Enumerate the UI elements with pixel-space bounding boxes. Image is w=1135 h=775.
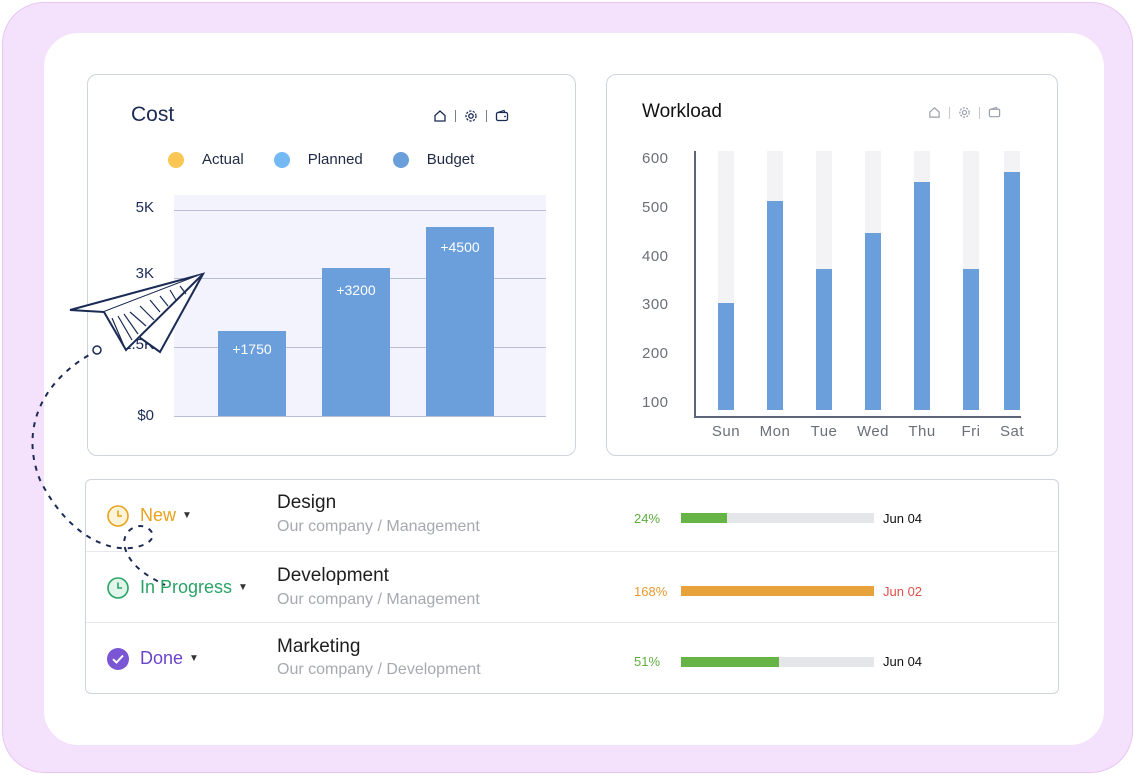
task-list: New ▼ Design Our company / Management 24… xyxy=(85,479,1059,694)
y-axis-line xyxy=(694,151,696,417)
task-row[interactable]: In Progress ▼ Development Our company / … xyxy=(86,551,1057,623)
status-dropdown[interactable]: New ▼ xyxy=(106,480,192,551)
workload-bar xyxy=(1004,171,1020,410)
legend-item-budget: Budget xyxy=(392,151,475,168)
due-date: Jun 04 xyxy=(883,654,923,669)
x-tick-label: Tue xyxy=(810,423,838,440)
status-label: In Progress xyxy=(140,577,233,597)
x-tick-label: Sat xyxy=(999,423,1024,440)
toolbar-separator xyxy=(486,110,487,122)
workload-bar xyxy=(718,303,734,410)
gear-icon[interactable] xyxy=(958,106,971,119)
clock-icon xyxy=(106,576,130,600)
task-subtitle: Our company / Management xyxy=(277,591,480,608)
progress-percent: 168% xyxy=(634,584,668,599)
progress-percent: 51% xyxy=(634,654,661,669)
progress-bar xyxy=(681,586,874,596)
gridline xyxy=(174,210,546,211)
y-tick-label: 5K xyxy=(135,199,154,216)
y-tick-label: 500 xyxy=(642,199,669,216)
home-icon[interactable] xyxy=(433,109,447,123)
caret-down-icon: ▼ xyxy=(182,510,192,521)
x-tick-label: Fri xyxy=(961,423,981,440)
caret-down-icon: ▼ xyxy=(189,653,199,664)
check-circle-icon xyxy=(106,647,130,671)
task-title: Marketing xyxy=(277,636,361,657)
toolbar-separator xyxy=(979,106,980,119)
y-tick-label: 200 xyxy=(642,345,669,362)
cost-card: Cost Actual Planned Budget 5K 3K 1.5K $0… xyxy=(87,74,576,456)
gear-icon[interactable] xyxy=(464,109,478,123)
legend-item-actual: Actual xyxy=(168,151,244,168)
legend-dot xyxy=(273,151,290,168)
x-tick-label: Wed xyxy=(856,423,890,440)
workload-title: Workload xyxy=(642,101,722,122)
cost-legend: Actual Planned Budget xyxy=(168,151,504,168)
progress-bar xyxy=(681,657,874,667)
cost-bar xyxy=(218,331,286,416)
wallet-icon[interactable] xyxy=(495,109,509,123)
legend-label: Actual xyxy=(202,151,244,168)
y-tick-label: 100 xyxy=(642,394,669,411)
workload-toolbar xyxy=(928,106,1001,119)
bar-data-label: +3200 xyxy=(336,282,376,298)
cost-bar xyxy=(426,227,494,416)
status-label: New xyxy=(140,505,177,525)
legend-label: Budget xyxy=(426,151,475,168)
due-date: Jun 02 xyxy=(883,584,923,599)
progress-fill xyxy=(681,513,728,523)
legend-label: Planned xyxy=(307,151,363,168)
progress-fill xyxy=(681,657,780,667)
progress-percent: 24% xyxy=(634,511,661,526)
x-tick-label: Thu xyxy=(908,423,936,440)
toolbar-separator xyxy=(949,106,950,119)
y-tick-label: 600 xyxy=(642,150,669,167)
y-tick-label: 300 xyxy=(642,296,669,313)
x-tick-label: Sun xyxy=(711,423,741,440)
x-tick-label: Mon xyxy=(759,423,791,440)
due-date: Jun 04 xyxy=(883,511,923,526)
toolbar-separator xyxy=(455,110,456,122)
workload-bar xyxy=(816,269,832,410)
y-tick-label: $0 xyxy=(137,407,154,424)
y-tick-label: 1.5K xyxy=(123,336,154,353)
y-tick-label: 400 xyxy=(642,248,669,265)
cost-bar xyxy=(322,268,390,416)
task-row[interactable]: Done ▼ Marketing Our company / Developme… xyxy=(86,622,1057,694)
bar-data-label: +4500 xyxy=(440,239,480,255)
workload-card: Workload 600 500 400 300 200 100 Sun Mon T… xyxy=(606,74,1058,456)
caret-down-icon: ▼ xyxy=(238,582,248,593)
workload-bar xyxy=(767,201,783,410)
status-dropdown[interactable]: Done ▼ xyxy=(106,623,199,694)
bar-data-label: +1750 xyxy=(232,341,272,357)
task-subtitle: Our company / Management xyxy=(277,518,480,535)
legend-dot xyxy=(168,151,184,168)
wallet-icon[interactable] xyxy=(988,106,1001,119)
clock-icon xyxy=(106,504,130,528)
progress-fill xyxy=(681,586,874,596)
task-row[interactable]: New ▼ Design Our company / Management 24… xyxy=(86,480,1057,551)
workload-bar xyxy=(963,269,979,410)
y-tick-label: 3K xyxy=(135,265,154,282)
progress-bar xyxy=(681,513,874,523)
task-title: Design xyxy=(277,492,337,513)
workload-bar xyxy=(914,181,930,410)
legend-dot xyxy=(392,151,409,168)
legend-item-planned: Planned xyxy=(273,151,363,168)
cost-title: Cost xyxy=(131,103,175,126)
status-dropdown[interactable]: In Progress ▼ xyxy=(106,552,248,623)
status-label: Done xyxy=(140,648,184,668)
workload-bar xyxy=(865,232,881,410)
x-axis-line xyxy=(694,416,1021,418)
task-subtitle: Our company / Development xyxy=(277,661,481,678)
task-title: Development xyxy=(277,565,389,586)
gridline xyxy=(174,416,546,417)
cost-toolbar xyxy=(433,109,509,123)
home-icon[interactable] xyxy=(928,106,941,119)
